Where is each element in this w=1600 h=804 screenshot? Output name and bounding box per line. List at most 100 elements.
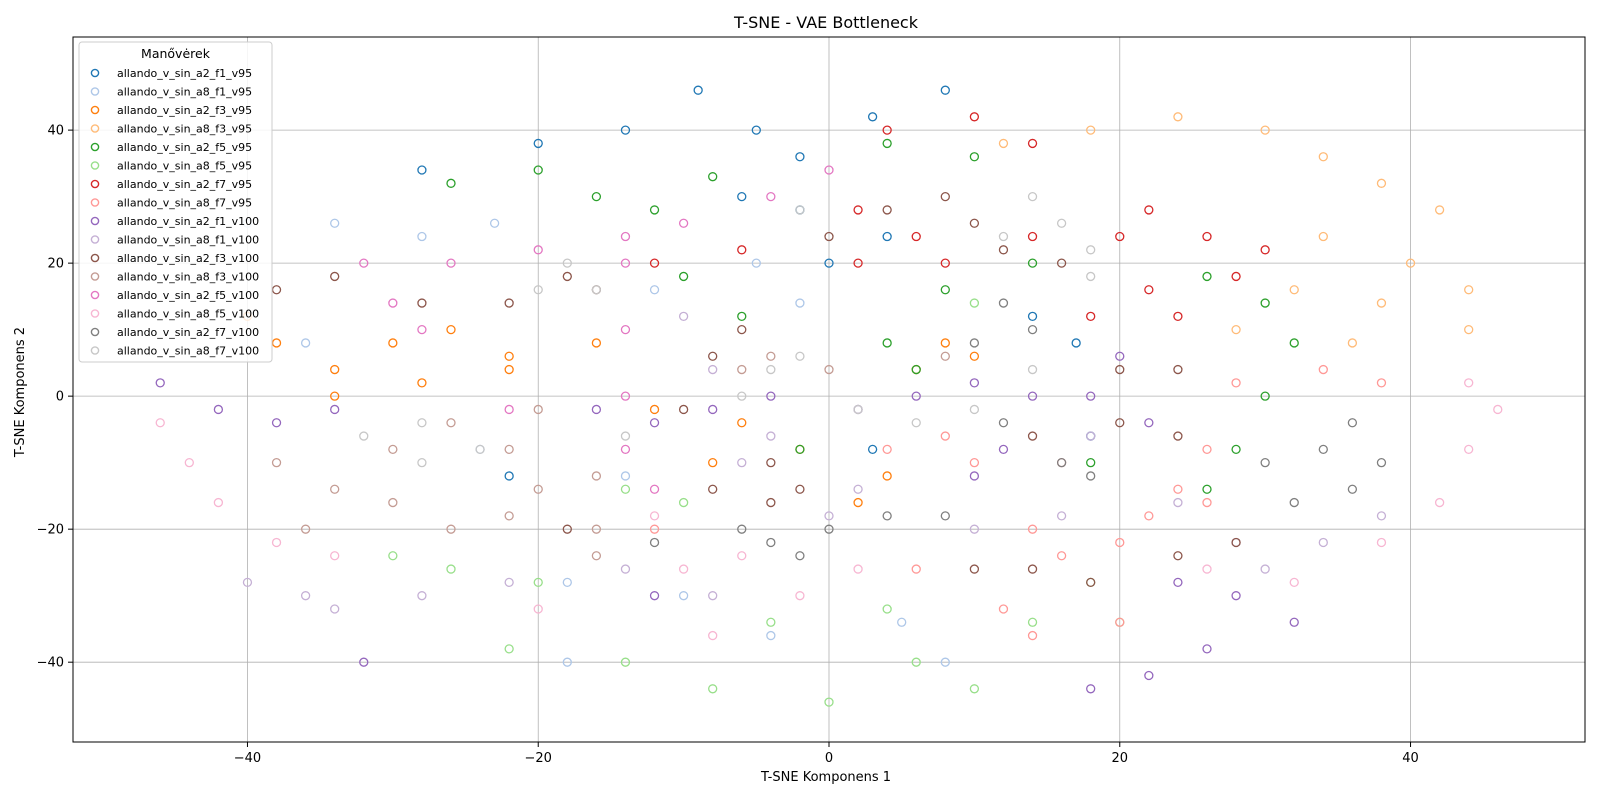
scatter-point bbox=[1056, 458, 1067, 468]
scatter-point bbox=[1434, 497, 1445, 508]
legend-entry-label: allando_v_sin_a8_f3_v100 bbox=[117, 271, 259, 284]
scatter-point bbox=[1202, 644, 1212, 654]
legend-entry-label: allando_v_sin_a2_f1_v100 bbox=[117, 215, 259, 228]
scatter-point bbox=[620, 258, 631, 268]
scatter-point bbox=[1115, 364, 1125, 375]
scatter-point bbox=[562, 271, 572, 282]
scatter-point bbox=[562, 657, 572, 667]
scatter-point bbox=[300, 591, 311, 601]
scatter-point bbox=[1318, 537, 1328, 548]
scatter-point bbox=[969, 338, 980, 348]
scatter-point bbox=[417, 298, 427, 308]
scatter-point bbox=[882, 231, 892, 242]
scatter-point bbox=[998, 444, 1009, 455]
scatter-point bbox=[1144, 511, 1154, 521]
scatter-point bbox=[1027, 311, 1038, 321]
scatter-point bbox=[184, 458, 194, 468]
series-allando_v_sin_a8_f3_v95 bbox=[998, 112, 1474, 348]
scatter-point bbox=[766, 537, 776, 548]
scatter-point bbox=[795, 444, 805, 455]
scatter-point bbox=[1231, 378, 1241, 388]
scatter-point bbox=[649, 418, 660, 428]
scatter-point bbox=[330, 484, 340, 494]
scatter-point bbox=[1173, 112, 1183, 122]
scatter-point bbox=[1289, 497, 1299, 508]
scatter-point bbox=[708, 484, 718, 494]
scatter-point bbox=[1115, 617, 1125, 627]
scatter-point bbox=[969, 471, 980, 481]
legend-marker bbox=[90, 290, 100, 300]
scatter-point bbox=[1376, 511, 1387, 521]
scatter-point bbox=[795, 591, 805, 601]
scatter-point bbox=[795, 152, 805, 162]
legend-marker bbox=[90, 216, 100, 226]
scatter-point bbox=[1056, 258, 1067, 268]
scatter-point bbox=[766, 617, 776, 627]
y-tick-label: −40 bbox=[37, 656, 64, 671]
scatter-point bbox=[1086, 577, 1096, 588]
scatter-point bbox=[591, 524, 602, 534]
scatter-point bbox=[620, 657, 631, 667]
scatter-point bbox=[940, 511, 950, 521]
scatter-point bbox=[562, 577, 572, 588]
scatter-point bbox=[271, 537, 282, 548]
scatter-point bbox=[969, 404, 980, 415]
scatter-point bbox=[969, 684, 980, 694]
scatter-point bbox=[1318, 152, 1328, 162]
scatter-point bbox=[1202, 271, 1212, 282]
scatter-point bbox=[911, 391, 921, 401]
scatter-point bbox=[489, 218, 500, 228]
legend-marker bbox=[90, 179, 100, 189]
scatter-point bbox=[1173, 484, 1183, 494]
legend-entry-label: allando_v_sin_a8_f5_v100 bbox=[117, 308, 259, 321]
scatter-point bbox=[1260, 298, 1270, 308]
scatter-point bbox=[737, 551, 747, 561]
scatter-point bbox=[591, 551, 602, 561]
scatter-point bbox=[737, 324, 747, 335]
scatter-point bbox=[1202, 484, 1212, 494]
scatter-point bbox=[388, 551, 398, 561]
y-tick-label: 20 bbox=[47, 257, 64, 272]
scatter-point bbox=[998, 418, 1009, 428]
legend-title: Manővėrek bbox=[141, 46, 211, 61]
scatter-point bbox=[417, 591, 427, 601]
scatter-point bbox=[330, 364, 340, 375]
scatter-point bbox=[388, 444, 398, 455]
scatter-point bbox=[1464, 324, 1474, 335]
scatter-point bbox=[1260, 564, 1270, 574]
scatter-point bbox=[1115, 351, 1125, 361]
scatter-point bbox=[737, 391, 747, 401]
series-allando_v_sin_a2_f5_v100 bbox=[359, 165, 834, 494]
scatter-point bbox=[766, 497, 776, 508]
axis-ticks: −40 −20 0 20 40 −40 −20 0 20 40 bbox=[37, 124, 1419, 766]
legend-entry-label: allando_v_sin_a8_f7_v95 bbox=[117, 197, 252, 210]
scatter-point bbox=[417, 165, 427, 175]
scatter-point bbox=[853, 404, 863, 415]
scatter-point bbox=[1318, 444, 1328, 455]
scatter-point bbox=[1086, 125, 1096, 135]
scatter-point bbox=[940, 351, 950, 361]
scatter-point bbox=[213, 404, 224, 415]
scatter-point bbox=[998, 604, 1009, 614]
scatter-point bbox=[562, 524, 572, 534]
scatter-point bbox=[969, 524, 980, 534]
scatter-point bbox=[1115, 537, 1125, 548]
scatter-point bbox=[882, 604, 892, 614]
scatter-point bbox=[271, 418, 282, 428]
scatter-point bbox=[940, 338, 950, 348]
scatter-point bbox=[1144, 285, 1154, 295]
scatter-point bbox=[1434, 205, 1445, 215]
scatter-point bbox=[737, 418, 747, 428]
y-axis-label: T-SNE Komponens 2 bbox=[13, 327, 28, 458]
scatter-point bbox=[940, 285, 950, 295]
scatter-point bbox=[1027, 630, 1038, 641]
legend-marker bbox=[90, 253, 100, 263]
scatter-point bbox=[1086, 271, 1096, 282]
scatter-point bbox=[591, 191, 602, 202]
scatter-point bbox=[1027, 524, 1038, 534]
scatter-point bbox=[1086, 458, 1096, 468]
scatter-point bbox=[1405, 258, 1416, 268]
scatter-point bbox=[998, 138, 1009, 149]
legend-marker bbox=[90, 105, 100, 115]
scatter-point bbox=[388, 497, 398, 508]
